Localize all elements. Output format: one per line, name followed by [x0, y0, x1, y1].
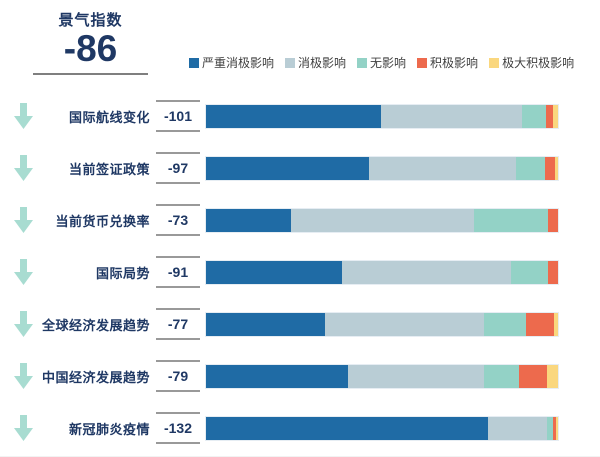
legend-label: 极大积极影响 — [502, 56, 575, 70]
bar-segment-4 — [546, 364, 558, 388]
bar-segment-4 — [554, 156, 558, 180]
bar-segment-3 — [553, 416, 556, 440]
bar-segment-1 — [324, 312, 485, 336]
trend-down-arrow-icon — [14, 415, 38, 441]
stacked-bar — [205, 207, 559, 233]
trend-down-arrow-icon — [14, 103, 38, 129]
legend-item: 积极影响 — [417, 54, 478, 71]
bar-segment-2 — [483, 364, 519, 388]
stacked-bar — [205, 103, 559, 129]
bar-segment-3 — [548, 260, 558, 284]
category-label: 中国经济发展趋势 — [41, 369, 150, 385]
category-score: -97 — [156, 152, 200, 184]
stacked-bar — [205, 259, 559, 285]
legend-label: 消极影响 — [298, 56, 347, 70]
category-score: -73 — [156, 204, 200, 236]
legend-label: 严重消极影响 — [202, 56, 275, 70]
legend: 严重消极影响 消极影响 无影响 积极影响 极大积极影响 — [189, 54, 574, 71]
bar-segment-4 — [553, 312, 558, 336]
bar-segment-3 — [548, 208, 558, 232]
category-label: 全球经济发展趋势 — [41, 317, 150, 333]
bar-segment-1 — [347, 364, 484, 388]
bar-segment-1 — [291, 208, 474, 232]
bar-segment-2 — [484, 312, 527, 336]
legend-swatch-icon — [489, 57, 500, 68]
category-row: 当前货币兑换率 -73 — [0, 194, 600, 246]
category-score: -79 — [156, 360, 200, 392]
category-label: 当前签证政策 — [68, 161, 150, 177]
legend-swatch-icon — [189, 57, 199, 68]
category-score: -101 — [156, 100, 200, 132]
bar-segment-0 — [206, 208, 292, 232]
legend-item: 无影响 — [357, 54, 406, 71]
legend-swatch-icon — [417, 57, 428, 68]
category-score: -132 — [156, 412, 200, 444]
bar-segment-0 — [206, 260, 342, 284]
trend-down-arrow-icon — [14, 155, 38, 181]
index-summary: 景气指数 -86 — [33, 0, 148, 75]
bar-segment-1 — [380, 104, 522, 128]
bar-segment-0 — [206, 156, 369, 180]
bar-segment-2 — [547, 416, 554, 440]
category-label: 国际航线变化 — [68, 109, 150, 125]
bar-segment-4 — [555, 416, 558, 440]
legend-item: 严重消极影响 — [189, 54, 274, 71]
category-label: 新冠肺炎疫情 — [68, 421, 150, 437]
bar-segment-2 — [473, 208, 549, 232]
legend-swatch-icon — [357, 57, 368, 68]
bar-segment-0 — [206, 364, 348, 388]
category-row: 全球经济发展趋势 -77 — [0, 298, 600, 350]
category-row: 国际局势 -91 — [0, 246, 600, 298]
trend-down-arrow-icon — [14, 363, 38, 389]
legend-item: 极大积极影响 — [489, 54, 574, 71]
bar-segment-0 — [206, 416, 488, 440]
trend-down-arrow-icon — [14, 207, 38, 233]
trend-down-arrow-icon — [14, 259, 38, 285]
bar-segment-2 — [521, 104, 547, 128]
bar-segment-3 — [544, 156, 555, 180]
bar-segment-2 — [510, 260, 549, 284]
category-score: -77 — [156, 308, 200, 340]
bar-segment-0 — [206, 104, 381, 128]
index-title: 景气指数 — [58, 12, 123, 29]
category-label: 当前货币兑换率 — [55, 213, 150, 229]
bar-rows: 国际航线变化 -101 当前签证政策 -97 当前货币兑换率 -73 — [0, 90, 600, 454]
legend-swatch-icon — [285, 57, 296, 68]
stacked-bar — [205, 415, 559, 441]
category-row: 当前签证政策 -97 — [0, 142, 600, 194]
bar-segment-1 — [487, 416, 548, 440]
bar-segment-0 — [206, 312, 325, 336]
category-row: 新冠肺炎疫情 -132 — [0, 402, 600, 454]
bar-segment-4 — [552, 104, 558, 128]
stacked-bar — [205, 311, 559, 337]
bar-segment-3 — [546, 104, 553, 128]
legend-label: 无影响 — [370, 56, 407, 70]
bar-segment-1 — [368, 156, 516, 180]
bar-segment-1 — [341, 260, 511, 284]
trend-down-arrow-icon — [14, 311, 38, 337]
bar-segment-2 — [515, 156, 545, 180]
bar-segment-3 — [518, 364, 547, 388]
index-value: -86 — [63, 28, 118, 69]
category-score: -91 — [156, 256, 200, 288]
category-label: 国际局势 — [95, 265, 150, 281]
category-row: 国际航线变化 -101 — [0, 90, 600, 142]
category-row: 中国经济发展趋势 -79 — [0, 350, 600, 402]
legend-label: 积极影响 — [430, 56, 479, 70]
stacked-bar — [205, 363, 559, 389]
chart-header: 景气指数 -86 严重消极影响 消极影响 无影响 积极影响 极大积极影响 — [0, 0, 600, 88]
bar-segment-3 — [526, 312, 554, 336]
legend-item: 消极影响 — [285, 54, 346, 71]
stacked-bar — [205, 155, 559, 181]
